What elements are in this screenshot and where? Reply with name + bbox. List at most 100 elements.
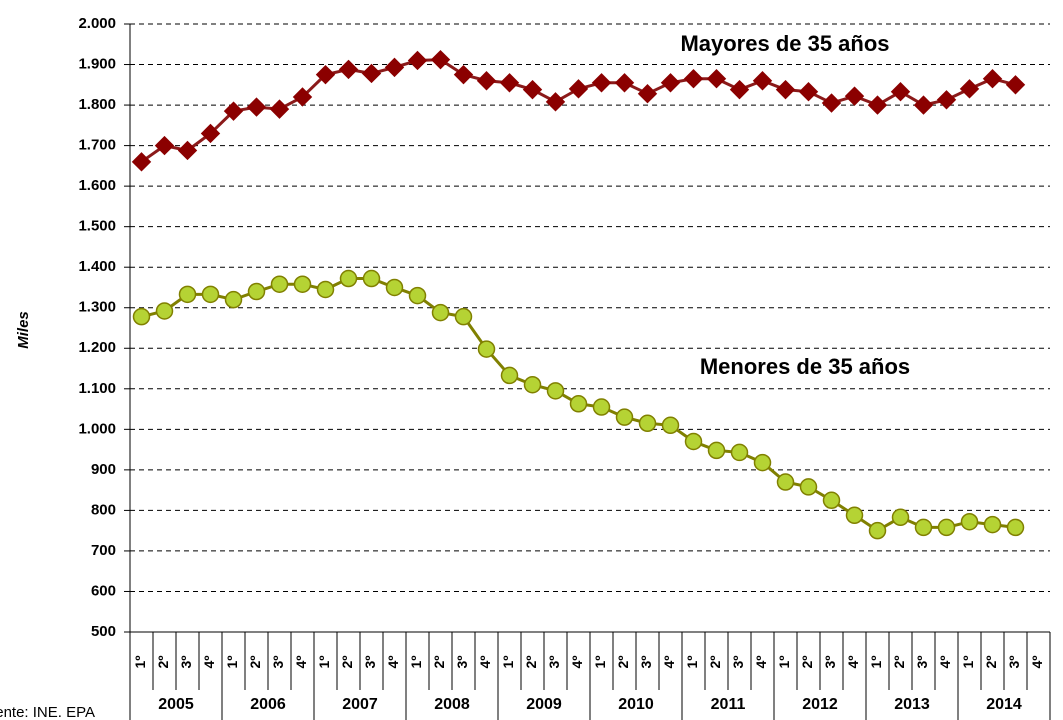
x-tick-label: 3º (730, 656, 746, 669)
marker (660, 73, 681, 93)
marker (545, 92, 566, 112)
y-tick-label: 1.900 (78, 56, 116, 73)
marker (959, 79, 980, 99)
x-tick-label: 1º (316, 656, 332, 669)
y-tick-label: 1.600 (78, 177, 116, 194)
marker (224, 290, 243, 309)
marker (914, 518, 933, 537)
marker (223, 101, 244, 121)
x-tick-label: 4º (569, 656, 585, 669)
marker (362, 269, 381, 288)
y-tick-label: 700 (91, 542, 116, 559)
marker (684, 432, 703, 451)
marker (384, 57, 405, 78)
x-tick-label: 1º (132, 656, 148, 669)
x-tick-label: 1º (592, 656, 608, 669)
x-tick-label: 1º (684, 656, 700, 669)
marker (730, 443, 749, 462)
x-tick-label: 4º (201, 656, 217, 669)
marker (614, 73, 635, 93)
x-tick-label: 4º (845, 656, 861, 669)
marker (499, 73, 520, 93)
x-tick-label: 2º (707, 656, 723, 669)
y-axis-label: Miles (15, 311, 32, 349)
y-tick-label: 1.200 (78, 339, 116, 356)
marker (776, 473, 795, 491)
marker (477, 340, 496, 358)
marker (155, 302, 174, 320)
marker (936, 90, 957, 110)
x-tick-label: 3º (822, 656, 838, 669)
marker (293, 275, 312, 293)
year-label: 2010 (618, 696, 654, 713)
x-tick-label: 3º (638, 656, 654, 669)
marker (568, 79, 589, 99)
x-tick-label: 1º (960, 656, 976, 669)
marker (591, 73, 612, 93)
marker (913, 95, 934, 115)
marker (569, 395, 588, 413)
marker (891, 508, 910, 527)
y-tick-label: 500 (91, 623, 116, 640)
marker (385, 278, 404, 297)
marker (821, 93, 842, 113)
marker (247, 282, 266, 301)
marker (822, 491, 841, 510)
marker (201, 285, 220, 304)
y-tick-label: 1.300 (78, 299, 116, 316)
marker (454, 307, 473, 326)
marker (431, 303, 450, 322)
x-tick-label: 2º (891, 656, 907, 669)
marker (638, 414, 657, 433)
marker (430, 49, 451, 70)
marker (683, 69, 704, 89)
marker (707, 441, 726, 460)
marker (845, 506, 864, 525)
marker (798, 81, 819, 102)
y-tick-label: 900 (91, 461, 116, 478)
marker (637, 84, 658, 104)
x-tick-label: 2º (155, 656, 171, 669)
x-tick-label: 2º (247, 656, 263, 669)
marker (1006, 518, 1025, 537)
x-tick-label: 2º (523, 656, 539, 669)
marker (316, 280, 335, 299)
marker (729, 79, 750, 100)
y-tick-label: 1.400 (78, 258, 116, 275)
marker (592, 398, 611, 416)
marker (615, 408, 634, 426)
x-tick-label: 4º (1029, 656, 1045, 669)
marker (523, 375, 542, 394)
y-tick-label: 600 (91, 582, 116, 599)
y-tick-label: 2.000 (78, 15, 116, 32)
x-tick-label: 4º (477, 656, 493, 669)
marker (178, 285, 197, 304)
x-tick-label: 4º (293, 656, 309, 669)
y-tick-label: 1.000 (78, 420, 116, 437)
x-tick-label: 1º (776, 656, 792, 669)
y-tick-label: 1.100 (78, 380, 116, 397)
x-tick-label: 1º (224, 656, 240, 669)
x-tick-label: 2º (431, 656, 447, 669)
series-label: Menores de 35 años (700, 354, 910, 379)
marker (476, 71, 497, 91)
marker (131, 152, 152, 172)
x-tick-label: 3º (546, 656, 562, 669)
x-tick-label: 3º (362, 656, 378, 669)
year-label: 2011 (711, 696, 746, 713)
y-tick-label: 1.800 (78, 96, 116, 113)
marker (154, 135, 175, 156)
x-tick-label: 4º (937, 656, 953, 669)
marker (270, 275, 289, 293)
y-tick-label: 800 (91, 501, 116, 518)
marker (315, 64, 336, 85)
marker (292, 87, 313, 107)
marker (868, 521, 887, 540)
year-label: 2009 (526, 696, 562, 713)
source: Fuente: INE. EPA (0, 704, 95, 720)
x-tick-label: 3º (1006, 656, 1022, 669)
marker (200, 123, 221, 144)
marker (339, 269, 358, 288)
marker (753, 453, 772, 472)
